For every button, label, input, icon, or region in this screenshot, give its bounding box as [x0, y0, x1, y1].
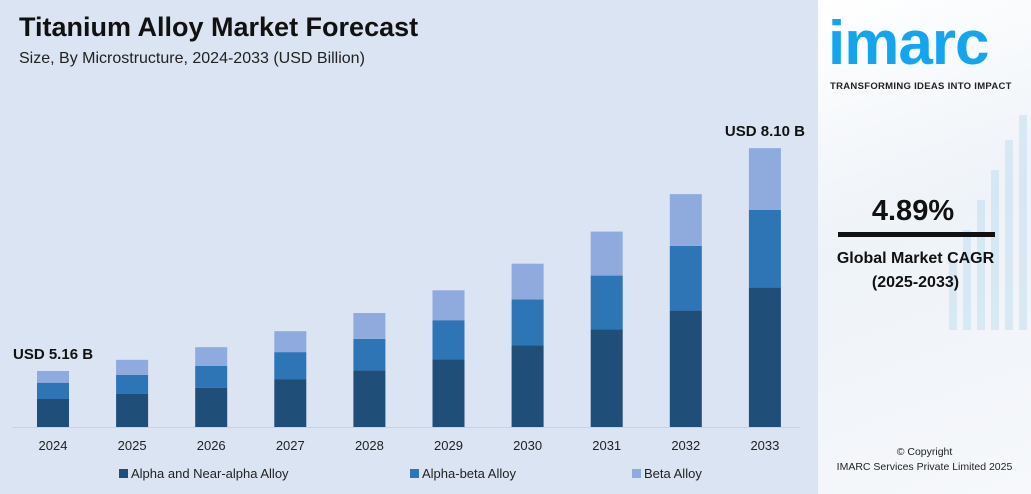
bar-2026-alpha-beta-alloy: [195, 365, 228, 388]
bar-2032-alpha-and-near-alpha-alloy: [669, 310, 702, 427]
cagr-label-text: Global Market CAGR: [836, 250, 995, 267]
x-tick-label: 2031: [592, 438, 621, 453]
copyright: © Copyright IMARC Services Private Limit…: [818, 445, 1031, 475]
copyright-line-2: IMARC Services Private Limited 2025: [836, 461, 1013, 473]
total-annotation: USD 8.10 B: [725, 123, 805, 140]
bar-2027-alpha-beta-alloy: [274, 352, 307, 380]
copyright-line-1: © Copyright: [896, 446, 953, 458]
bar-2028-alpha-beta-alloy: [353, 338, 386, 371]
x-tick-label: 2026: [197, 438, 226, 453]
bar-2031-beta-alloy: [590, 231, 623, 276]
bar-2029-alpha-and-near-alpha-alloy: [432, 359, 465, 427]
bar-2030-beta-alloy: [511, 263, 544, 300]
legend-swatch: [410, 469, 419, 478]
bar-2026-beta-alloy: [195, 347, 228, 366]
x-tick-label: 2028: [355, 438, 384, 453]
legend-label: Alpha-beta Alloy: [422, 466, 516, 481]
bar-2032-beta-alloy: [669, 194, 702, 246]
bar-2027-alpha-and-near-alpha-alloy: [274, 379, 307, 427]
stacked-bar-chart: 2024 USD 5.16 B 2025 2026 2027 2028 2029 2030 20…: [12, 123, 805, 481]
x-tick-label: 2033: [750, 438, 779, 453]
legend-label: Alpha and Near-alpha Alloy: [131, 466, 289, 481]
bar-2030-alpha-and-near-alpha-alloy: [511, 345, 544, 427]
background-chart-decoration: [949, 115, 1027, 330]
bar-2027-beta-alloy: [274, 331, 307, 353]
x-tick-label: 2029: [434, 438, 463, 453]
chart-title: Titanium Alloy Market Forecast: [19, 12, 419, 42]
bar-2031-alpha-beta-alloy: [590, 275, 623, 330]
bar-2033-alpha-and-near-alpha-alloy: [748, 287, 781, 427]
bar-2030-alpha-beta-alloy: [511, 299, 544, 346]
bar-2032-alpha-beta-alloy: [669, 245, 702, 311]
divider: [838, 232, 995, 237]
imarc-logo: imarc: [828, 9, 989, 78]
bar-2029-alpha-beta-alloy: [432, 320, 465, 360]
bar-2025-alpha-and-near-alpha-alloy: [116, 393, 149, 427]
bar-2029-beta-alloy: [432, 290, 465, 321]
sidebar: imarc TRANSFORMING IDEAS INTO IMPACT 4.8…: [818, 0, 1031, 494]
x-tick-label: 2030: [513, 438, 542, 453]
chart-subtitle: Size, By Microstructure, 2024-2033 (USD …: [19, 50, 365, 67]
bar-2033-beta-alloy: [748, 148, 781, 210]
bar-2025-beta-alloy: [116, 359, 149, 375]
chart-panel: Titanium Alloy Market Forecast Size, By …: [0, 0, 818, 494]
bar-2028-alpha-and-near-alpha-alloy: [353, 370, 386, 427]
legend-swatch: [632, 469, 641, 478]
cagr-period: (2025-2033): [871, 274, 960, 291]
x-tick-label: 2032: [671, 438, 700, 453]
bar-2025-alpha-beta-alloy: [116, 374, 149, 394]
x-tick-label: 2027: [276, 438, 305, 453]
cagr-label: Global Market CAGR (2025-2033): [818, 247, 1013, 295]
cagr-value: 4.89%: [871, 195, 955, 227]
bar-2024-alpha-beta-alloy: [37, 382, 69, 399]
bar-2026-alpha-and-near-alpha-alloy: [195, 387, 228, 427]
bar-2024-beta-alloy: [37, 371, 69, 383]
bar-2033-alpha-beta-alloy: [748, 209, 781, 288]
bar-2031-alpha-and-near-alpha-alloy: [590, 329, 623, 427]
logo-tagline: TRANSFORMING IDEAS INTO IMPACT: [830, 81, 1012, 92]
bar-2024-alpha-and-near-alpha-alloy: [37, 399, 69, 427]
x-tick-label: 2025: [118, 438, 147, 453]
legend-swatch: [119, 469, 128, 478]
total-annotation: USD 5.16 B: [13, 346, 93, 363]
x-tick-label: 2024: [39, 438, 68, 453]
bar-2028-beta-alloy: [353, 313, 386, 339]
legend-label: Beta Alloy: [644, 466, 702, 481]
